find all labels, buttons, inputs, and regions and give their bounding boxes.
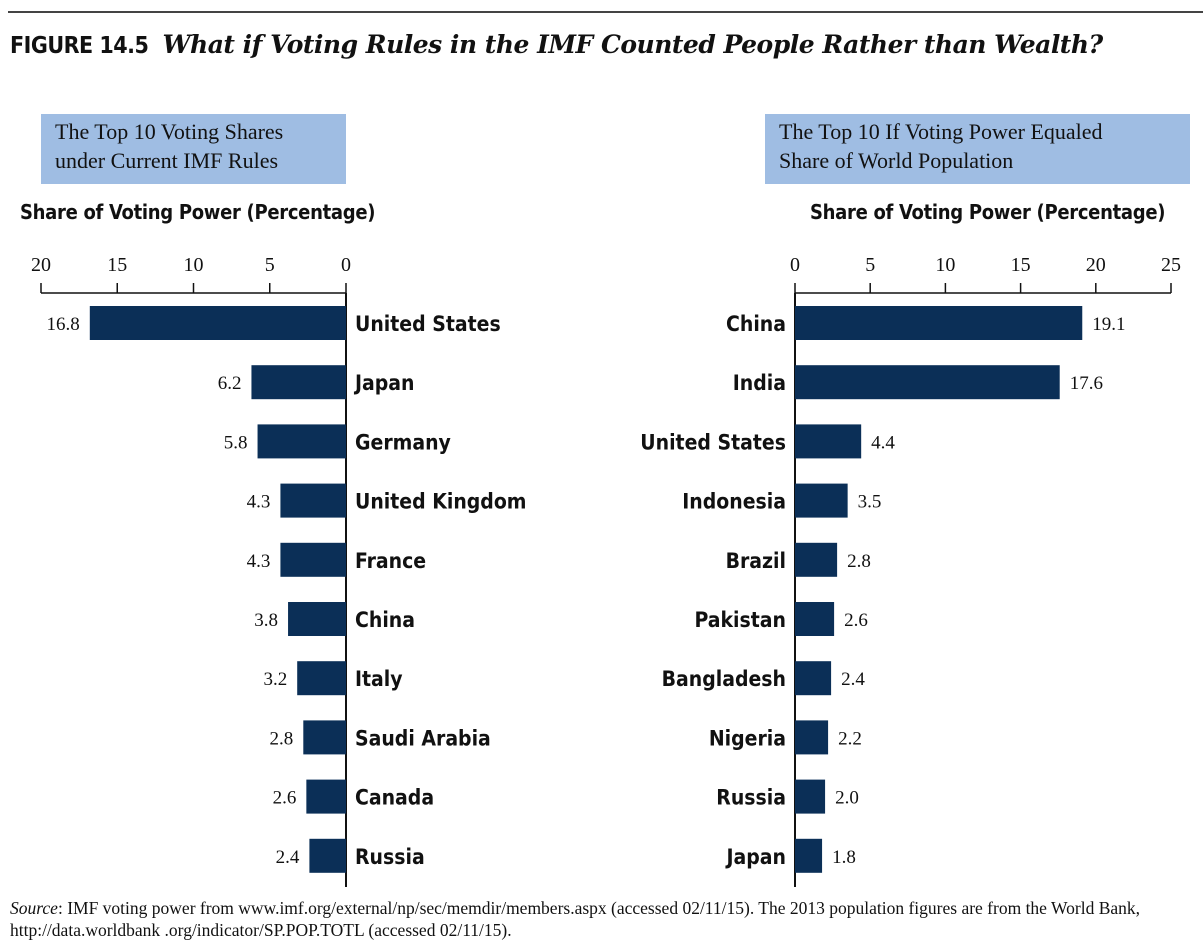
left-bar <box>280 542 346 577</box>
right-bar <box>795 602 835 636</box>
right-category-label: China <box>726 312 786 336</box>
right-tick-label: 15 <box>1011 254 1031 276</box>
left-category-label: Canada <box>355 786 434 810</box>
figure-title: FIGURE 14.5 What if Voting Rules in the I… <box>10 30 1103 59</box>
right-bar <box>795 838 823 873</box>
top-rule <box>8 11 1203 13</box>
right-category-label: Russia <box>716 786 786 810</box>
left-bar <box>288 602 346 636</box>
left-bar <box>257 424 346 459</box>
right-value-label: 3.5 <box>858 492 882 513</box>
source-text: : IMF voting power from www.imf.org/exte… <box>10 898 1141 940</box>
right-category-label: United States <box>640 430 786 454</box>
left-value-label: 2.6 <box>273 788 297 809</box>
left-tick-label: 0 <box>341 254 351 276</box>
right-value-label: 4.4 <box>871 432 895 453</box>
left-value-label: 2.8 <box>270 728 294 749</box>
left-value-label: 6.2 <box>218 373 242 394</box>
left-category-label: China <box>355 608 415 632</box>
right-bar <box>795 779 826 814</box>
right-tick-label: 10 <box>935 254 955 276</box>
right-category-label: Pakistan <box>694 608 786 632</box>
left-value-label: 2.4 <box>276 847 300 868</box>
left-category-label: Russia <box>355 845 425 869</box>
left-bar <box>251 365 346 400</box>
right-panel-title: The Top 10 If Voting Power Equaled Share… <box>765 114 1190 184</box>
right-bar <box>795 424 862 459</box>
left-bar <box>309 838 346 873</box>
right-category-label: Bangladesh <box>662 667 786 691</box>
right-bar <box>795 365 1060 400</box>
right-bar <box>795 661 832 696</box>
right-bar <box>795 483 848 518</box>
left-category-label: Saudi Arabia <box>355 726 491 750</box>
figure-title-text: What if Voting Rules in the IMF Counted … <box>162 30 1103 59</box>
right-value-label: 2.6 <box>844 610 868 631</box>
left-tick-label: 10 <box>184 254 204 276</box>
right-category-label: Brazil <box>726 549 786 573</box>
left-value-label: 4.3 <box>247 492 271 513</box>
left-panel-title-line-1: The Top 10 Voting Shares <box>55 119 284 144</box>
left-tick-label: 15 <box>107 254 127 276</box>
right-category-label: India <box>733 371 786 395</box>
source-note: Source: IMF voting power from www.imf.or… <box>10 897 1195 941</box>
left-value-label: 3.2 <box>263 669 287 690</box>
source-label: Source <box>10 898 58 918</box>
left-tick-label: 5 <box>265 254 275 276</box>
left-category-label: Italy <box>355 667 403 691</box>
right-value-label: 2.0 <box>835 788 859 809</box>
right-tick-label: 5 <box>865 254 875 276</box>
right-value-label: 2.4 <box>841 669 865 690</box>
right-tick-label: 0 <box>790 254 800 276</box>
left-category-label: France <box>355 549 426 573</box>
left-panel-title: The Top 10 Voting Shares under Current I… <box>41 114 346 184</box>
left-value-label: 16.8 <box>47 314 80 335</box>
left-axis-label: Share of Voting Power (Percentage) <box>20 200 376 224</box>
right-tick-label: 20 <box>1086 254 1106 276</box>
left-panel-title-line-2: under Current IMF Rules <box>55 148 279 173</box>
right-tick-label: 25 <box>1161 254 1181 276</box>
right-category-label: Indonesia <box>682 490 786 514</box>
left-value-label: 5.8 <box>224 432 248 453</box>
left-bar <box>303 720 346 755</box>
left-value-label: 3.8 <box>254 610 278 631</box>
right-panel-title-line-1: The Top 10 If Voting Power Equaled <box>779 119 1103 144</box>
right-bar <box>795 542 838 577</box>
right-value-label: 19.1 <box>1092 314 1125 335</box>
left-category-label: United Kingdom <box>355 490 527 514</box>
left-tick-label: 20 <box>31 254 51 276</box>
right-value-label: 2.2 <box>838 728 862 749</box>
left-bar <box>306 779 346 814</box>
left-category-label: Germany <box>355 430 451 454</box>
right-value-label: 2.8 <box>847 551 871 572</box>
left-category-label: United States <box>355 312 501 336</box>
right-bar <box>795 306 1083 340</box>
figure-number: FIGURE 14.5 <box>10 33 149 59</box>
right-panel-title-line-2: Share of World Population <box>779 148 1014 173</box>
right-axis-label: Share of Voting Power (Percentage) <box>810 200 1166 224</box>
left-bar <box>89 306 347 340</box>
left-value-label: 4.3 <box>247 551 271 572</box>
right-value-label: 17.6 <box>1070 373 1103 394</box>
right-bar <box>795 720 829 755</box>
right-value-label: 1.8 <box>832 847 856 868</box>
right-category-label: Japan <box>725 845 787 869</box>
right-category-label: Nigeria <box>709 726 786 750</box>
left-bar <box>280 483 346 518</box>
left-bar <box>297 661 346 696</box>
left-category-label: Japan <box>353 371 415 395</box>
